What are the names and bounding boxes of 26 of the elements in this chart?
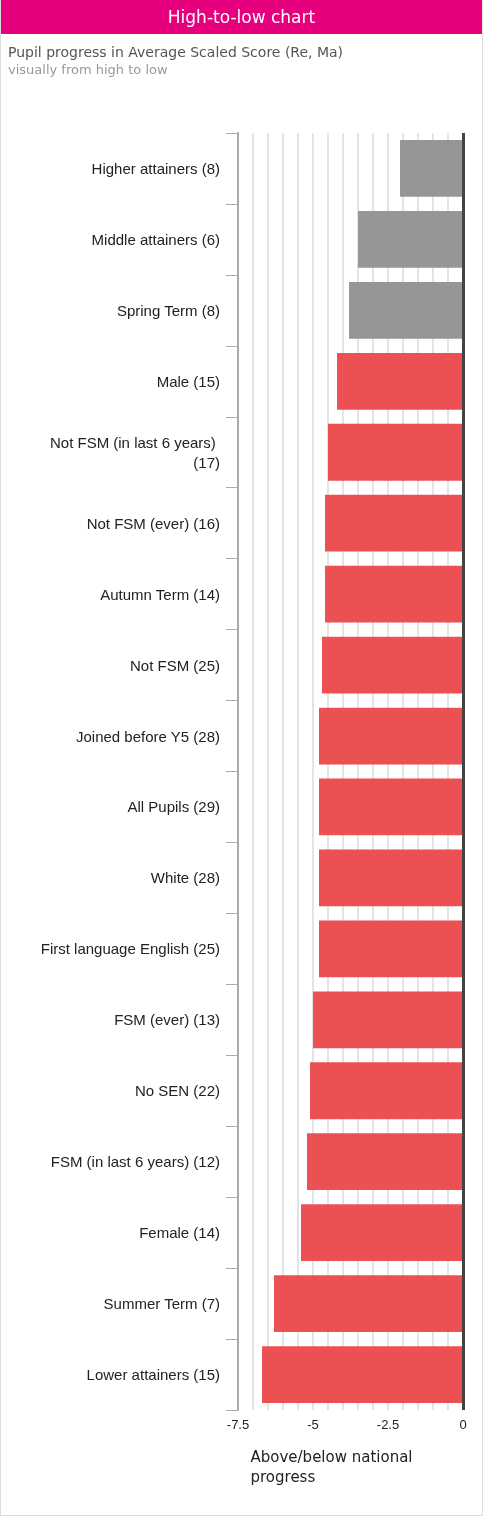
chart-title: High-to-low chart bbox=[1, 0, 482, 34]
y-tick-label: Not FSM (ever) (16) bbox=[86, 514, 220, 532]
x-tick-label: -2.5 bbox=[376, 1417, 400, 1432]
y-tick-label: All Pupils (29) bbox=[127, 798, 220, 816]
text: visually from high to low bbox=[8, 62, 169, 77]
y-tick-label: First language English (25) bbox=[40, 940, 220, 958]
y-tick-label: White (28) bbox=[150, 869, 220, 887]
chart-subtitle: Pupil progress in Average Scaled Score (Re, Ma) bbox=[8, 44, 345, 60]
y-tick-label: Male (15) bbox=[156, 372, 220, 390]
y-tick-label: Not FSM (25) bbox=[129, 656, 220, 674]
y-tick-label: Not FSM (in last 6 years) (17) bbox=[49, 433, 220, 471]
x-tick-label: -7.5 bbox=[226, 1417, 250, 1432]
y-tick-label: Summer Term (7) bbox=[103, 1295, 220, 1313]
y-tick-label: Middle attainers (6) bbox=[91, 230, 220, 248]
y-tick-label: Female (14) bbox=[139, 1224, 220, 1242]
y-tick-label: FSM (ever) (13) bbox=[114, 1011, 220, 1029]
y-tick-label: Autumn Term (14) bbox=[100, 585, 220, 603]
y-tick-label: Spring Term (8) bbox=[116, 301, 220, 319]
y-tick-label: Higher attainers (8) bbox=[91, 159, 220, 177]
y-tick-label: FSM (in last 6 years) (12) bbox=[50, 1153, 220, 1171]
x-tick-label: -5 bbox=[307, 1417, 319, 1432]
x-axis-title: Above/below national progress bbox=[250, 1448, 418, 1486]
y-tick-label: Joined before Y5 (28) bbox=[76, 727, 220, 745]
y-tick-label: Lower attainers (15) bbox=[86, 1366, 220, 1384]
y-tick-label: No SEN (22) bbox=[134, 1082, 220, 1100]
x-tick-label: 0 bbox=[459, 1417, 467, 1432]
